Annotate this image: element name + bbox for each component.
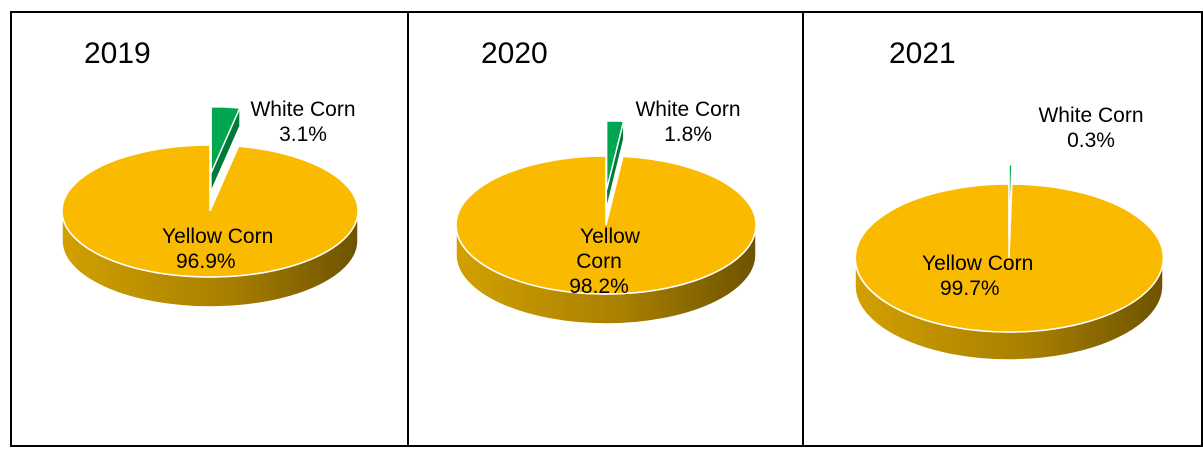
white-corn-name-2020: White Corn xyxy=(635,98,741,121)
white-corn-value-2021: 0.3% xyxy=(1067,129,1115,152)
chart-title-2021: 2021 xyxy=(889,37,956,70)
pie-panel-2021: 2021 White Corn 0.3% Yellow Corn 99.7% xyxy=(802,11,1203,447)
white-corn-value-2020: 1.8% xyxy=(664,123,712,146)
white-corn-slice-2020 xyxy=(605,120,625,191)
yellow-corn-name-2021: Yellow Corn xyxy=(922,252,1034,275)
yellow-corn-value-2020: 98.2% xyxy=(569,275,629,298)
chart-title-2020: 2020 xyxy=(481,37,548,70)
white-corn-value-2019: 3.1% xyxy=(279,123,327,146)
yellow-corn-label-2019: Yellow Corn 96.9% xyxy=(162,224,302,274)
white-corn-name-2021: White Corn xyxy=(1038,104,1144,127)
yellow-corn-name-2019: Yellow Corn xyxy=(162,225,274,248)
white-corn-label-2020: White Corn 1.8% xyxy=(623,97,753,147)
yellow-corn-name-2020-line1: Yellow xyxy=(580,225,640,248)
yellow-corn-label-2020: Yellow Corn 98.2% xyxy=(549,224,649,299)
pie-chart-2019 xyxy=(61,106,359,308)
yellow-corn-value-2021: 99.7% xyxy=(940,277,1000,300)
yellow-corn-slice-2021 xyxy=(854,183,1165,333)
white-corn-slice-2019 xyxy=(210,106,241,174)
yellow-corn-value-2019: 96.9% xyxy=(176,250,236,273)
yellow-corn-slice-2019 xyxy=(61,144,359,278)
white-corn-name-2019: White Corn xyxy=(250,98,356,121)
yellow-corn-slice-2020 xyxy=(455,155,757,295)
pie-chart-2020 xyxy=(455,120,757,325)
white-corn-slice-2021 xyxy=(1008,164,1013,239)
white-corn-label-2021: White Corn 0.3% xyxy=(1026,103,1156,153)
yellow-corn-name-2020-line2: Corn xyxy=(576,250,622,273)
pie-chart-2021 xyxy=(854,164,1165,361)
chart-title-2019: 2019 xyxy=(84,37,151,70)
white-corn-label-2019: White Corn 3.1% xyxy=(238,97,368,147)
pie-panel-2019: 2019 White Corn 3.1% Yellow Corn 96.9% xyxy=(10,11,409,447)
pie-panel-2020: 2020 White Corn 1.8% Yellow Corn 98.2% xyxy=(407,11,804,447)
yellow-corn-label-2021: Yellow Corn 99.7% xyxy=(922,251,1072,301)
